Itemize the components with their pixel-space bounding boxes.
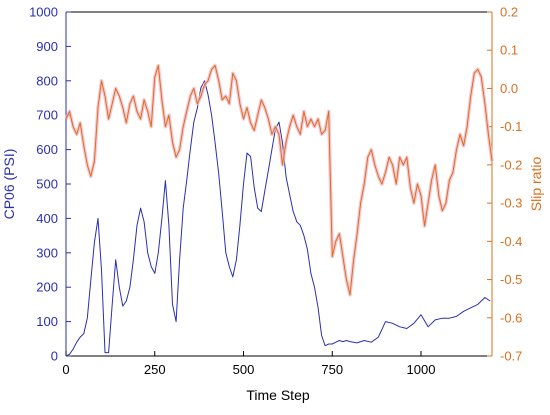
x-tick-label: 750 — [321, 362, 343, 377]
y-left-tick-label: 900 — [36, 39, 58, 54]
y-left-tick-label: 200 — [36, 280, 58, 295]
y-left-tick-label: 400 — [36, 211, 58, 226]
y-right-tick-label: 0.1 — [500, 43, 518, 58]
y-right-tick-label: -0.2 — [500, 157, 522, 172]
x-tick-label: 1000 — [407, 362, 436, 377]
y-left-tick-label: 800 — [36, 73, 58, 88]
x-tick-label: 250 — [144, 362, 166, 377]
plot-area: 0 250 500 750 1000 0 100 200 300 400 500 600 700 800 9… — [29, 5, 522, 378]
y-right-tick-label: -0.6 — [500, 310, 522, 325]
y-right-tick-label: -0.7 — [500, 349, 522, 364]
x-tick-label: 500 — [233, 362, 255, 377]
y-right-tick-label: -0.5 — [500, 272, 522, 287]
y-axis-right-label: Slip ratio — [528, 157, 544, 212]
y-left-tick-label: 600 — [36, 142, 58, 157]
y-left-tick-label: 300 — [36, 245, 58, 260]
y-left-tick-label: 0 — [51, 349, 58, 364]
x-axis-label: Time Step — [246, 387, 309, 403]
cp06-pressure-line — [65, 80, 491, 357]
y-right-tick-label: 0.2 — [500, 5, 518, 20]
y-left-tick-label: 500 — [36, 177, 58, 192]
y-left-tick-label: 100 — [36, 314, 58, 329]
y-right-tick-label: -0.4 — [500, 234, 522, 249]
y-left-tick-label: 700 — [36, 108, 58, 123]
y-left-tick-label: 1000 — [29, 5, 58, 20]
y-right-tick-label: -0.1 — [500, 119, 522, 134]
y-right-tick-label: 0.0 — [500, 81, 518, 96]
x-tick-label: 0 — [62, 362, 69, 377]
y-right-tick-label: -0.3 — [500, 196, 522, 211]
slip-ratio-line — [65, 65, 493, 296]
y-axis-left-label: CP06 (PSI) — [1, 149, 17, 220]
